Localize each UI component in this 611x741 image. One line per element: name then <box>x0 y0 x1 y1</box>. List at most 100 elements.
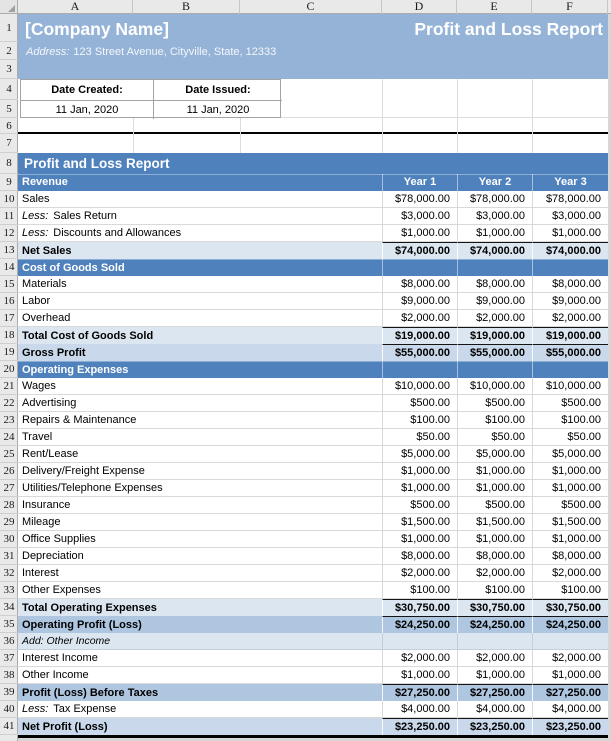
cell-year-2[interactable]: $2,000.00 <box>457 565 532 581</box>
column-header-c[interactable]: C <box>240 0 382 14</box>
column-header-a[interactable]: A <box>18 0 133 14</box>
row-label-cell[interactable]: Less: Sales Return <box>18 208 382 224</box>
cell-year-3[interactable]: $2,000.00 <box>532 565 608 581</box>
cell-year-1[interactable] <box>382 259 457 276</box>
cell-year-3[interactable]: Year 3 <box>532 173 608 191</box>
row-header-5[interactable]: 5 <box>0 100 18 118</box>
cell-year-3[interactable]: $500.00 <box>532 497 608 513</box>
column-header-e[interactable]: E <box>457 0 532 14</box>
select-all-corner[interactable] <box>0 0 18 14</box>
cell-year-3[interactable]: $10,000.00 <box>532 378 608 394</box>
cell-year-3[interactable]: $1,000.00 <box>532 531 608 547</box>
cell-year-1[interactable]: $1,000.00 <box>382 667 457 683</box>
cell-year-2[interactable]: $1,000.00 <box>457 463 532 479</box>
cell-year-2[interactable]: $1,000.00 <box>457 225 532 241</box>
row-header-41[interactable]: 41 <box>0 718 18 735</box>
row-header-32[interactable]: 32 <box>0 565 18 582</box>
row-header-18[interactable]: 18 <box>0 327 18 344</box>
cell-year-1[interactable]: $8,000.00 <box>382 276 457 292</box>
cell-year-2[interactable]: $1,000.00 <box>457 480 532 496</box>
address-cell[interactable]: Address: 123 Street Avenue, Cityville, St… <box>26 43 276 61</box>
row-header-12[interactable]: 12 <box>0 225 18 242</box>
row-label-cell[interactable]: Materials <box>18 276 382 292</box>
row-header-24[interactable]: 24 <box>0 429 18 446</box>
cell-year-3[interactable]: $500.00 <box>532 395 608 411</box>
cell-year-2[interactable]: $27,250.00 <box>457 684 532 701</box>
row-label-cell[interactable]: Revenue <box>18 174 382 192</box>
row-header-16[interactable]: 16 <box>0 293 18 310</box>
cell-year-3[interactable]: $3,000.00 <box>532 208 608 224</box>
cell-year-2[interactable]: $4,000.00 <box>457 701 532 717</box>
cell-year-1[interactable]: $27,250.00 <box>382 684 457 701</box>
cell-year-2[interactable] <box>457 361 532 378</box>
cell-year-3[interactable]: $1,000.00 <box>532 480 608 496</box>
row-label-cell[interactable]: Insurance <box>18 497 382 513</box>
cell-year-3[interactable]: $24,250.00 <box>532 616 608 633</box>
cell-year-2[interactable]: $78,000.00 <box>457 191 532 207</box>
row-label-cell[interactable]: Less: Tax Expense <box>18 701 382 717</box>
column-header-f[interactable]: F <box>532 0 608 14</box>
row-header-3[interactable]: 3 <box>0 60 18 79</box>
row-header-8[interactable]: 8 <box>0 153 18 174</box>
column-header-d[interactable]: D <box>382 0 457 14</box>
row-label-cell[interactable]: Sales <box>18 191 382 207</box>
cell-year-2[interactable]: $8,000.00 <box>457 276 532 292</box>
row-label-cell[interactable]: Travel <box>18 429 382 445</box>
cell-year-2[interactable] <box>457 633 532 649</box>
cell-year-1[interactable]: $24,250.00 <box>382 616 457 633</box>
cell-year-1[interactable]: $500.00 <box>382 497 457 513</box>
row-label-cell[interactable]: Operating Profit (Loss) <box>18 616 382 633</box>
row-header-23[interactable]: 23 <box>0 412 18 429</box>
row-header-33[interactable]: 33 <box>0 582 18 599</box>
row-header-7[interactable]: 7 <box>0 134 18 153</box>
row-label-cell[interactable]: Total Operating Expenses <box>18 599 382 616</box>
row-header-9[interactable]: 9 <box>0 174 18 191</box>
cell-year-2[interactable]: $1,000.00 <box>457 667 532 683</box>
date-issued-label-cell[interactable]: Date Issued: <box>154 80 282 101</box>
cell-year-2[interactable]: $500.00 <box>457 497 532 513</box>
cell-year-3[interactable]: $5,000.00 <box>532 446 608 462</box>
row-header-14[interactable]: 14 <box>0 259 18 276</box>
row-header-39[interactable]: 39 <box>0 684 18 701</box>
cell-year-1[interactable]: $30,750.00 <box>382 599 457 616</box>
row-label-cell[interactable]: Other Income <box>18 667 382 683</box>
cell-year-1[interactable]: $1,000.00 <box>382 463 457 479</box>
cell-year-1[interactable]: $10,000.00 <box>382 378 457 394</box>
row-label-cell[interactable]: Add: Other Income <box>18 633 382 649</box>
cell-year-3[interactable]: $1,000.00 <box>532 463 608 479</box>
cell-year-2[interactable]: $23,250.00 <box>457 718 532 735</box>
cell-year-3[interactable] <box>532 259 608 276</box>
row-label-cell[interactable]: Interest <box>18 565 382 581</box>
cell-year-2[interactable] <box>457 259 532 276</box>
row-label-cell[interactable]: Mileage <box>18 514 382 530</box>
cell-year-3[interactable]: $23,250.00 <box>532 718 608 735</box>
row-label-cell[interactable]: Less: Discounts and Allowances <box>18 225 382 241</box>
date-issued-value-cell[interactable]: 11 Jan, 2020 <box>186 104 250 116</box>
cell-year-2[interactable]: $2,000.00 <box>457 310 532 326</box>
cell-year-2[interactable]: $100.00 <box>457 412 532 428</box>
row-label-cell[interactable]: Advertising <box>18 395 382 411</box>
row-label-cell[interactable]: Gross Profit <box>18 344 382 361</box>
cell-year-2[interactable]: $9,000.00 <box>457 293 532 309</box>
row-header-21[interactable]: 21 <box>0 378 18 395</box>
cell-year-1[interactable]: $55,000.00 <box>382 344 457 361</box>
cell-year-1[interactable] <box>382 361 457 378</box>
cell-year-3[interactable]: $2,000.00 <box>532 650 608 666</box>
cell-year-1[interactable]: $3,000.00 <box>382 208 457 224</box>
row-header-10[interactable]: 10 <box>0 191 18 208</box>
date-created-value-cell[interactable]: 11 Jan, 2020 <box>21 101 154 119</box>
cell-year-2[interactable]: $5,000.00 <box>457 446 532 462</box>
row-label-cell[interactable]: Net Profit (Loss) <box>18 718 382 735</box>
cell-year-3[interactable] <box>532 633 608 649</box>
row-header-36[interactable]: 36 <box>0 633 18 650</box>
cell-year-1[interactable]: $78,000.00 <box>382 191 457 207</box>
row-header-38[interactable]: 38 <box>0 667 18 684</box>
cell-year-1[interactable]: $2,000.00 <box>382 565 457 581</box>
cell-year-3[interactable]: $50.00 <box>532 429 608 445</box>
row-header-19[interactable]: 19 <box>0 344 18 361</box>
cell-year-1[interactable]: $9,000.00 <box>382 293 457 309</box>
cell-year-2[interactable]: $8,000.00 <box>457 548 532 564</box>
cell-year-2[interactable]: $3,000.00 <box>457 208 532 224</box>
cell-year-1[interactable]: Year 1 <box>382 173 457 191</box>
row-label-cell[interactable]: Office Supplies <box>18 531 382 547</box>
